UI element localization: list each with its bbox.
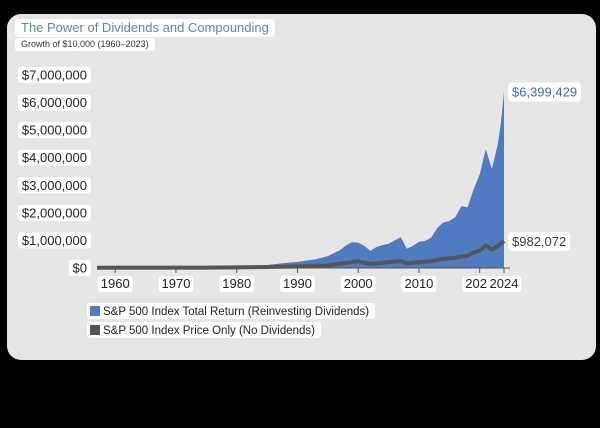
legend: S&P 500 Index Total Return (Reinvesting …	[87, 303, 376, 338]
x-tick: 1980	[219, 268, 255, 292]
x-tick: 1970	[158, 268, 194, 292]
x-tick: 1960	[97, 268, 133, 292]
y-tick-label: $4,000,000	[22, 150, 87, 165]
x-tick: 2010	[401, 268, 437, 292]
y-tick-label: $6,000,000	[22, 95, 87, 110]
x-tick-pill	[219, 276, 255, 292]
x-tick-pill	[340, 276, 376, 292]
y-tick: $3,000,000	[17, 177, 91, 194]
y-tick-pill	[17, 149, 91, 166]
series-price-only-line	[96, 239, 506, 270]
y-tick: $6,000,000	[17, 94, 91, 111]
y-tick: $1,000,000	[17, 232, 91, 249]
legend-swatch	[90, 306, 100, 316]
legend-label: S&P 500 Index Total Return (Reinvesting …	[103, 306, 369, 318]
y-tick-pill	[17, 232, 91, 249]
legend-item: S&P 500 Index Total Return (Reinvesting …	[87, 303, 376, 319]
y-tick-label: $2,000,000	[22, 205, 87, 220]
x-tick-pill	[158, 276, 194, 292]
x-tick-pill	[486, 276, 522, 292]
x-tick-pill	[280, 276, 315, 292]
x-tick-label: 2024	[490, 276, 519, 291]
x-tick: 1990	[280, 268, 315, 292]
x-tick-label: 2000	[344, 276, 373, 291]
chart-title: The Power of Dividends and Compounding	[15, 19, 275, 37]
y-tick: $7,000,000	[17, 67, 91, 83]
y-tick-pill	[68, 260, 91, 276]
x-tick-label: 1960	[101, 276, 130, 291]
y-tick-pill	[17, 67, 91, 83]
end-value-pill	[508, 231, 571, 251]
chart-card: The Power of Dividends and Compounding G…	[7, 14, 596, 360]
x-tick: 2000	[340, 268, 376, 292]
y-tick-label: $0	[73, 261, 87, 276]
legend-pill	[87, 322, 321, 338]
y-tick-pill	[17, 122, 91, 139]
legend-item: S&P 500 Index Price Only (No Dividends)	[87, 322, 321, 338]
end-value-pill	[508, 82, 582, 102]
x-tick: 2024	[486, 268, 522, 292]
end-value-text: $6,399,429	[512, 85, 577, 100]
y-tick-pill	[17, 177, 91, 194]
end-value-label: $6,399,429	[508, 82, 582, 102]
y-tick-label: $7,000,000	[22, 68, 87, 83]
y-tick-pill	[17, 94, 91, 111]
x-tick-pill	[401, 276, 437, 292]
series-total-return-area	[97, 91, 504, 268]
x-tick-label: 2010	[404, 276, 433, 291]
area-chart: $0 $1,000,000 $2,000,000 $3,000,000 $4,000,0…	[17, 67, 582, 338]
y-axis: $0 $1,000,000 $2,000,000 $3,000,000 $4,000,0…	[17, 67, 91, 276]
y-tick-label: $5,000,000	[22, 123, 87, 138]
y-tick-label: $3,000,000	[22, 178, 87, 193]
y-tick: $2,000,000	[17, 204, 91, 221]
y-tick: $4,000,000	[17, 149, 91, 166]
x-tick-pill	[97, 276, 133, 292]
legend-swatch	[90, 325, 100, 335]
end-value-text: $982,072	[512, 234, 566, 249]
x-tick-label: 1990	[283, 276, 312, 291]
end-value-label: $982,072	[508, 231, 571, 251]
legend-label: S&P 500 Index Price Only (No Dividends)	[103, 325, 315, 337]
x-tick-label: 1980	[222, 276, 251, 291]
x-tick-label: 1970	[162, 276, 191, 291]
y-tick: $0	[68, 260, 91, 276]
plot-area	[96, 91, 510, 270]
legend-pill	[87, 303, 376, 319]
y-tick-pill	[17, 204, 91, 221]
end-labels: $6,399,429 $982,072	[508, 82, 582, 251]
y-tick: $5,000,000	[17, 122, 91, 139]
y-tick-label: $1,000,000	[22, 233, 87, 248]
chart-subtitle: Growth of $10,000 (1960–2023)	[15, 38, 155, 51]
